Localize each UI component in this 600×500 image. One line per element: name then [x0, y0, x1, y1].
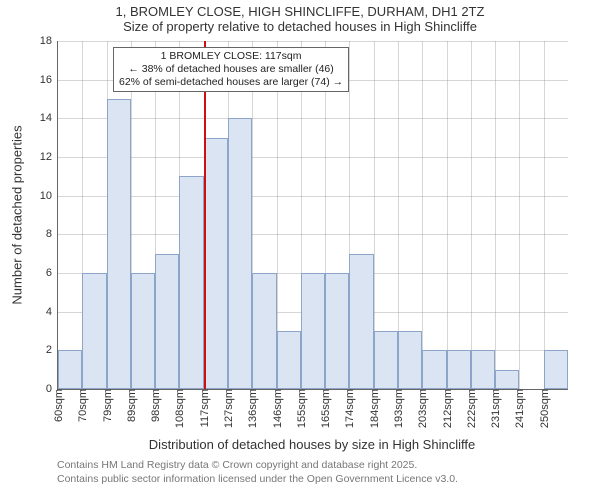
x-tick-label: 222sqm [464, 389, 478, 428]
gridline-horizontal [58, 196, 568, 197]
x-tick-label: 117sqm [197, 389, 211, 427]
x-tick-label: 108sqm [172, 389, 186, 428]
histogram-bar [325, 273, 349, 389]
histogram-bar [544, 350, 568, 389]
gridline-vertical [447, 41, 448, 389]
histogram-bar [471, 350, 495, 389]
x-tick-label: 60sqm [51, 389, 65, 422]
chart-container: 1, BROMLEY CLOSE, HIGH SHINCLIFFE, DURHA… [0, 0, 600, 500]
histogram-bar [447, 350, 471, 389]
histogram-bar [204, 138, 228, 389]
callout-line1: 1 BROMLEY CLOSE: 117sqm [119, 50, 343, 63]
histogram-bar [179, 176, 203, 389]
gridline-vertical [519, 41, 520, 389]
gridline-vertical [471, 41, 472, 389]
histogram-bar [495, 370, 519, 389]
gridline-horizontal [58, 118, 568, 119]
callout-line2: ← 38% of detached houses are smaller (46… [119, 63, 343, 76]
x-tick-label: 136sqm [245, 389, 259, 428]
y-tick-label: 6 [46, 267, 58, 279]
histogram-bar [398, 331, 422, 389]
gridline-horizontal [58, 157, 568, 158]
histogram-bar [252, 273, 276, 389]
x-tick-label: 165sqm [318, 389, 332, 428]
histogram-bar [301, 273, 325, 389]
chart-title-line2: Size of property relative to detached ho… [0, 19, 600, 34]
histogram-bar [349, 254, 373, 389]
y-tick-label: 4 [46, 306, 58, 318]
credit-line1: Contains HM Land Registry data © Crown c… [57, 459, 458, 473]
x-tick-label: 231sqm [488, 389, 502, 428]
x-tick-label: 79sqm [100, 389, 114, 422]
y-tick-label: 18 [40, 35, 58, 47]
x-tick-label: 212sqm [440, 389, 454, 428]
x-tick-label: 89sqm [124, 389, 138, 422]
reference-line [204, 41, 206, 389]
x-axis-label: Distribution of detached houses by size … [57, 437, 567, 452]
y-axis-label: Number of detached properties [10, 125, 25, 304]
y-tick-label: 8 [46, 228, 58, 240]
credit-line2: Contains public sector information licen… [57, 473, 458, 487]
chart-title-line1: 1, BROMLEY CLOSE, HIGH SHINCLIFFE, DURHA… [0, 4, 600, 19]
x-tick-label: 98sqm [148, 389, 162, 422]
gridline-horizontal [58, 234, 568, 235]
gridline-vertical [422, 41, 423, 389]
x-tick-label: 184sqm [367, 389, 381, 428]
plot-area: 02468101214161860sqm70sqm79sqm89sqm98sqm… [57, 41, 568, 390]
y-tick-label: 12 [40, 151, 58, 163]
x-tick-label: 70sqm [75, 389, 89, 422]
x-tick-label: 174sqm [342, 389, 356, 428]
x-tick-label: 203sqm [415, 389, 429, 428]
histogram-bar [277, 331, 301, 389]
histogram-bar [82, 273, 106, 389]
histogram-bar [58, 350, 82, 389]
callout-line3: 62% of semi-detached houses are larger (… [119, 76, 343, 89]
y-tick-label: 10 [40, 190, 58, 202]
histogram-bar [131, 273, 155, 389]
x-tick-label: 193sqm [391, 389, 405, 428]
histogram-bar [228, 118, 252, 389]
histogram-bar [107, 99, 131, 389]
callout-box: 1 BROMLEY CLOSE: 117sqm← 38% of detached… [113, 47, 349, 92]
y-tick-label: 2 [46, 344, 58, 356]
x-tick-label: 127sqm [221, 389, 235, 428]
gridline-vertical [495, 41, 496, 389]
x-tick-label: 155sqm [294, 389, 308, 428]
x-tick-label: 146sqm [270, 389, 284, 428]
histogram-bar [374, 331, 398, 389]
x-tick-label: 241sqm [512, 389, 526, 428]
y-tick-label: 14 [40, 112, 58, 124]
y-tick-label: 16 [40, 74, 58, 86]
histogram-bar [422, 350, 446, 389]
x-tick-label: 250sqm [537, 389, 551, 428]
credit-text: Contains HM Land Registry data © Crown c… [57, 459, 458, 486]
histogram-bar [155, 254, 179, 389]
gridline-horizontal [58, 41, 568, 42]
gridline-vertical [544, 41, 545, 389]
